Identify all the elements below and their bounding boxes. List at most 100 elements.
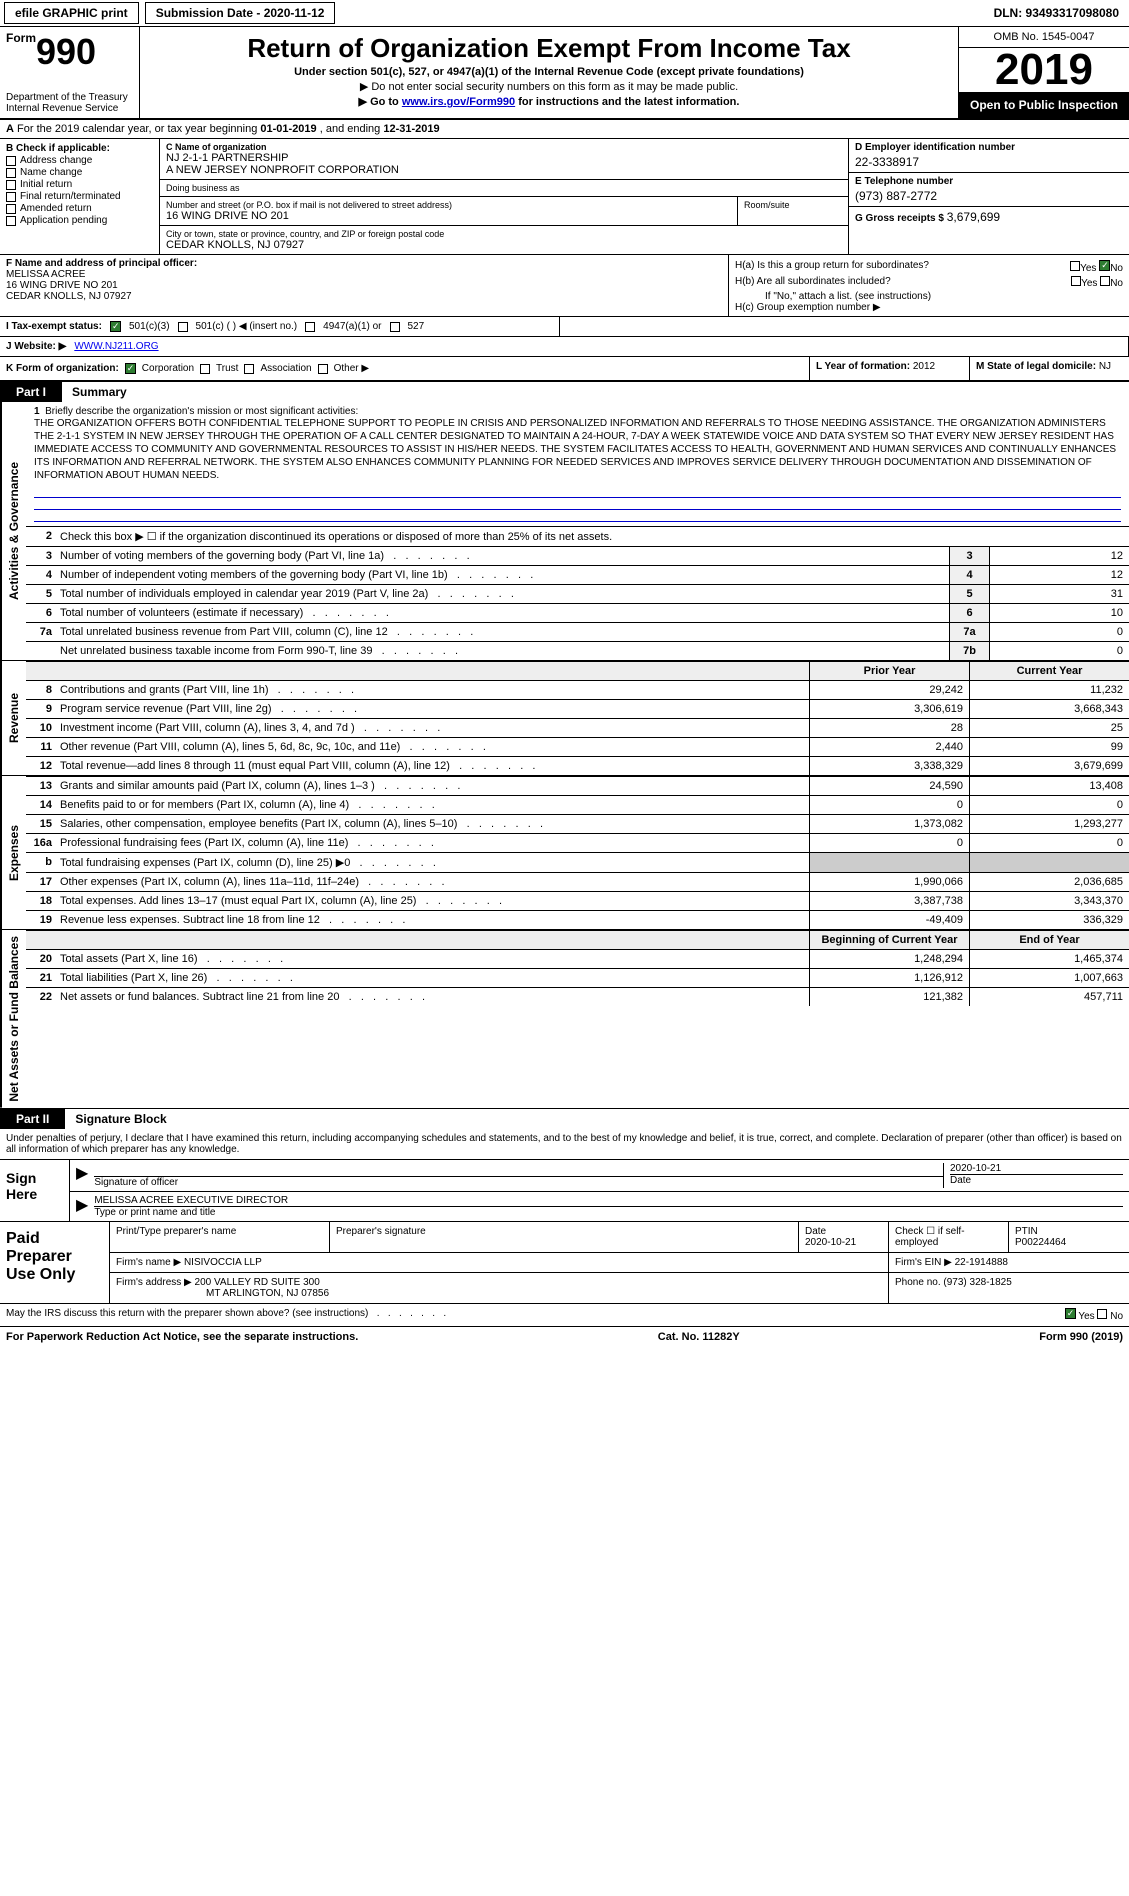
i-row: I Tax-exempt status: 501(c)(3) 501(c) ( … (0, 317, 1129, 337)
h-b-label: H(b) Are all subordinates included? (735, 276, 891, 289)
prep-date-val: 2020-10-21 (805, 1237, 882, 1248)
hc-right (560, 317, 1129, 336)
ptin-label: PTIN (1015, 1226, 1123, 1237)
chk-amended-return[interactable] (6, 204, 16, 214)
chk-ha-yes[interactable] (1070, 261, 1080, 271)
paid-preparer-row: Paid Preparer Use Only Print/Type prepar… (0, 1222, 1129, 1304)
h-col: H(a) Is this a group return for subordin… (729, 255, 1129, 316)
f-name: MELISSA ACREE (6, 269, 722, 280)
m-label: M State of legal domicile: (976, 361, 1096, 372)
website-link[interactable]: WWW.NJ211.ORG (74, 341, 158, 352)
b-label: B Check if applicable: (6, 143, 153, 154)
efile-badge: efile GRAPHIC print (4, 2, 139, 24)
chk-trust[interactable] (200, 364, 210, 374)
table-row: 17Other expenses (Part IX, column (A), l… (26, 872, 1129, 891)
chk-name-change[interactable] (6, 168, 16, 178)
self-emp-cell: Check ☐ if self-employed (889, 1222, 1009, 1252)
chk-discuss-no[interactable] (1097, 1309, 1107, 1319)
g-label: G Gross receipts $ (855, 213, 944, 224)
k-opt-assoc: Association (260, 363, 311, 374)
go-prefix: ▶ Go to (359, 96, 402, 108)
sig-name-label: Type or print name and title (94, 1207, 1123, 1218)
go-link[interactable]: www.irs.gov/Form990 (402, 96, 515, 108)
lm-col: L Year of formation: 2012 M State of leg… (809, 357, 1129, 380)
chk-527[interactable] (390, 322, 400, 332)
chk-initial-return[interactable] (6, 180, 16, 190)
m-cell: M State of legal domicile: NJ (969, 357, 1129, 380)
period-begin: 01-01-2019 (260, 123, 316, 135)
header-go: ▶ Go to www.irs.gov/Form990 for instruct… (150, 95, 948, 108)
single-rows-container: 3Number of voting members of the governi… (26, 546, 1129, 660)
c-street-label: Number and street (or P.O. box if mail i… (166, 200, 731, 210)
sign-here-row: Sign Here ▶ Signature of officer 2020-10… (0, 1160, 1129, 1222)
l-val: 2012 (913, 361, 935, 372)
table-row: Net unrelated business taxable income fr… (26, 641, 1129, 660)
form-num: 990 (36, 31, 96, 72)
chk-assoc[interactable] (244, 364, 254, 374)
c-city-label: City or town, state or province, country… (166, 229, 842, 239)
prep-date-label: Date (805, 1226, 882, 1237)
chk-final-return[interactable] (6, 192, 16, 202)
hdr-current: Current Year (969, 662, 1129, 680)
period-row: A For the 2019 calendar year, or tax yea… (0, 120, 1129, 139)
revenue-wrap: Revenue Prior Year Current Year 8Contrib… (0, 661, 1129, 776)
rev-rows-container: 8Contributions and grants (Part VIII, li… (26, 680, 1129, 775)
period-text-a: For the 2019 calendar year, or tax year … (17, 123, 260, 135)
table-row: 3Number of voting members of the governi… (26, 546, 1129, 565)
dln-text: DLN: 93493317098080 (994, 6, 1125, 20)
paid-preparer-body: Print/Type preparer's name Preparer's si… (110, 1222, 1129, 1303)
table-row: 15Salaries, other compensation, employee… (26, 814, 1129, 833)
line2-desc: Check this box ▶ ☐ if the organization d… (56, 527, 1129, 546)
chk-corp[interactable] (125, 363, 136, 374)
chk-4947[interactable] (305, 322, 315, 332)
period-text-b: , and ending (320, 123, 384, 135)
chk-ha-no[interactable] (1099, 260, 1110, 271)
firm-addr2: MT ARLINGTON, NJ 07856 (116, 1288, 329, 1299)
c-dba-label: Doing business as (166, 183, 842, 193)
opt-name-change: Name change (20, 167, 82, 178)
form-word: Form (6, 31, 36, 45)
footer-final: For Paperwork Reduction Act Notice, see … (0, 1327, 1129, 1347)
section-bcd: B Check if applicable: Address change Na… (0, 139, 1129, 255)
j-label: J Website: ▶ (6, 341, 66, 352)
f-col: F Name and address of principal officer:… (0, 255, 729, 316)
header-right: OMB No. 1545-0047 2019 Open to Public In… (959, 27, 1129, 118)
period-end: 12-31-2019 (383, 123, 439, 135)
j-row: J Website: ▶ WWW.NJ211.ORG (0, 337, 1129, 357)
c-room-label: Room/suite (744, 200, 842, 210)
exp-rows-container: 13Grants and similar amounts paid (Part … (26, 776, 1129, 929)
chk-501c3[interactable] (110, 321, 121, 332)
h-c-label: H(c) Group exemption number ▶ (735, 302, 1123, 313)
top-bar: efile GRAPHIC print Submission Date - 20… (0, 0, 1129, 27)
c-street: 16 WING DRIVE NO 201 (166, 210, 731, 222)
col-c: C Name of organization NJ 2-1-1 PARTNERS… (160, 139, 849, 254)
side-governance: Activities & Governance (0, 402, 26, 660)
i-opt4: 527 (408, 321, 425, 332)
chk-hb-no[interactable] (1100, 276, 1110, 286)
c-city: CEDAR KNOLLS, NJ 07927 (166, 239, 842, 251)
sig-name-val: MELISSA ACREE EXECUTIVE DIRECTOR (94, 1195, 1123, 1207)
f-city: CEDAR KNOLLS, NJ 07927 (6, 291, 722, 302)
phone-val: (973) 328-1825 (943, 1277, 1011, 1288)
sig-date-field: 2020-10-21 Date (943, 1163, 1123, 1188)
e-label: E Telephone number (855, 176, 1123, 187)
col-de: D Employer identification number 22-3338… (849, 139, 1129, 254)
h-b-note: If "No," attach a list. (see instruction… (735, 291, 1123, 302)
sig-name-field: MELISSA ACREE EXECUTIVE DIRECTOR Type or… (94, 1195, 1123, 1218)
sig-arrow-icon-2: ▶ (76, 1195, 94, 1218)
chk-hb-yes[interactable] (1071, 276, 1081, 286)
h-a-answer: Yes No (1070, 260, 1123, 274)
chk-other[interactable] (318, 364, 328, 374)
sig-officer-field: Signature of officer (94, 1163, 943, 1188)
chk-discuss-yes[interactable] (1065, 1308, 1076, 1319)
chk-application-pending[interactable] (6, 216, 16, 226)
cat-no: Cat. No. 11282Y (658, 1331, 740, 1343)
chk-501c[interactable] (178, 322, 188, 332)
header-left: Form990 Department of the Treasury Inter… (0, 27, 140, 118)
netassets-body: Beginning of Current Year End of Year 20… (26, 930, 1129, 1108)
l-label: L Year of formation: (816, 361, 910, 372)
d-val: 22-3338917 (855, 153, 1123, 169)
table-row: 5Total number of individuals employed in… (26, 584, 1129, 603)
revenue-body: Prior Year Current Year 8Contributions a… (26, 661, 1129, 775)
chk-address-change[interactable] (6, 156, 16, 166)
